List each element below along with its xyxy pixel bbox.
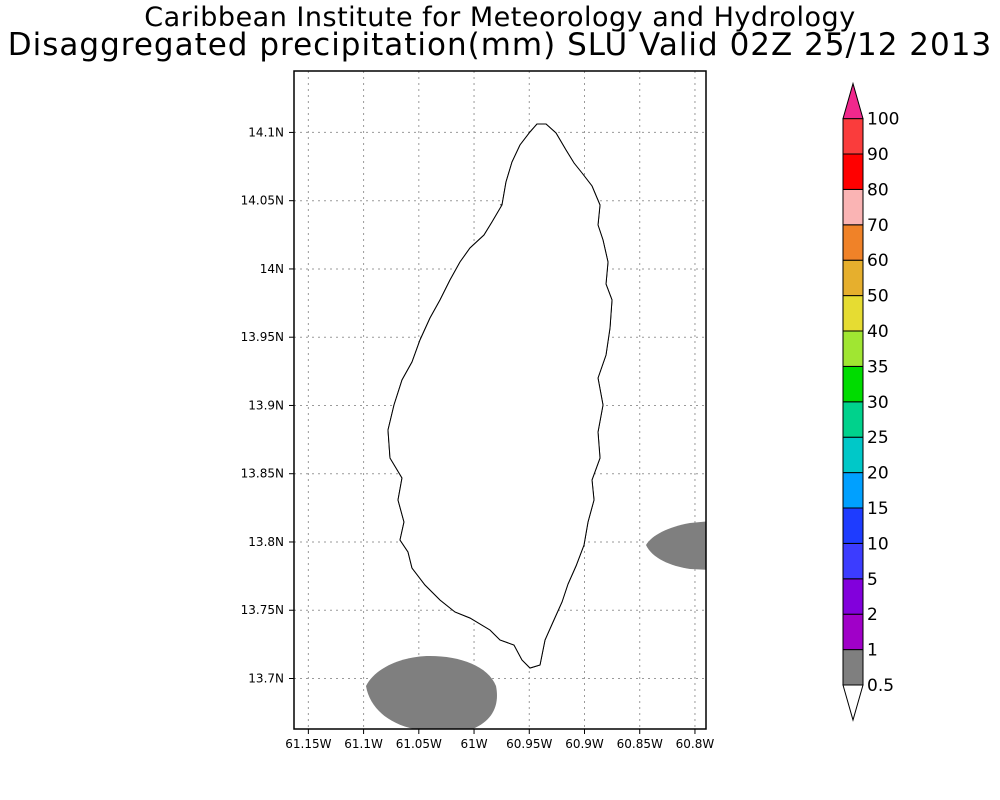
x-tick-label: 60.85W xyxy=(617,737,663,751)
colorbar-label: 0.5 xyxy=(867,676,894,696)
colorbar-label: 50 xyxy=(867,287,889,307)
chart-title: Caribbean Institute for Meteorology and … xyxy=(144,2,856,33)
colorbar-bin xyxy=(842,649,864,686)
colorbar-bin xyxy=(842,542,864,580)
colorbar-bin xyxy=(842,259,864,297)
colorbar-label: 90 xyxy=(867,145,889,165)
colorbar-label: 35 xyxy=(867,357,889,377)
colorbar-over-triangle xyxy=(842,81,864,120)
colorbar-bin xyxy=(842,118,864,155)
colorbar-label: 1 xyxy=(867,641,878,661)
colorbar-label: 2 xyxy=(867,605,878,625)
colorbar-label: 20 xyxy=(867,464,889,484)
x-tick-label: 61W xyxy=(460,737,487,751)
y-tick-label: 13.85N xyxy=(241,467,284,481)
colorbar-label: 5 xyxy=(867,570,878,590)
colorbar-label: 100 xyxy=(867,110,899,130)
colorbar-bin xyxy=(842,295,864,332)
x-tick-label: 60.9W xyxy=(565,737,604,751)
colorbar-bin xyxy=(842,436,864,474)
colorbar-bin xyxy=(842,365,864,403)
y-tick-label: 14.05N xyxy=(241,194,284,208)
x-tick-label: 61.05W xyxy=(396,737,442,751)
y-tick-label: 13.7N xyxy=(248,671,284,685)
colorbar-bin xyxy=(842,507,864,544)
colorbar-label: 15 xyxy=(867,499,889,519)
axes: 61.15W 61.1W 61.05W 61W 60.95W 60.9W 60.85W 60.… xyxy=(241,125,715,751)
colorbar-label: 80 xyxy=(867,180,889,200)
colorbar-bin xyxy=(842,330,864,367)
colorbar-label: 70 xyxy=(867,216,889,236)
x-tick-label: 60.8W xyxy=(676,737,715,751)
precip-area-east xyxy=(646,521,706,570)
y-tick-label: 13.9N xyxy=(248,398,284,412)
colorbar-label: 30 xyxy=(867,393,889,413)
x-tick-label: 61.15W xyxy=(285,737,331,751)
colorbar-bin xyxy=(842,153,864,190)
colorbar-label: 40 xyxy=(867,322,889,342)
chart-subtitle: Disaggregated precipitation(mm) SLU Vali… xyxy=(7,27,993,63)
colorbar-bin xyxy=(842,401,864,438)
x-tick-label: 60.95W xyxy=(506,737,552,751)
y-tick-label: 13.75N xyxy=(241,603,284,617)
x-tick-label: 61.1W xyxy=(344,737,383,751)
y-tick-label: 14N xyxy=(260,262,284,276)
colorbar-bin xyxy=(842,472,864,509)
colorbar-bin xyxy=(842,578,864,615)
colorbar-label: 10 xyxy=(867,534,889,554)
colorbar-bin xyxy=(842,224,864,261)
plot-frame xyxy=(293,70,707,730)
y-tick-label: 13.8N xyxy=(248,535,284,549)
y-tick-label: 14.1N xyxy=(248,125,284,139)
precip-area-southwest xyxy=(366,656,497,729)
colorbar-label: 25 xyxy=(867,428,889,448)
colorbar-label: 60 xyxy=(867,251,889,271)
colorbar-bin xyxy=(842,613,864,651)
colorbar-bin xyxy=(842,188,864,226)
colorbar-under-triangle xyxy=(842,684,864,722)
y-tick-label: 13.95N xyxy=(241,330,284,344)
